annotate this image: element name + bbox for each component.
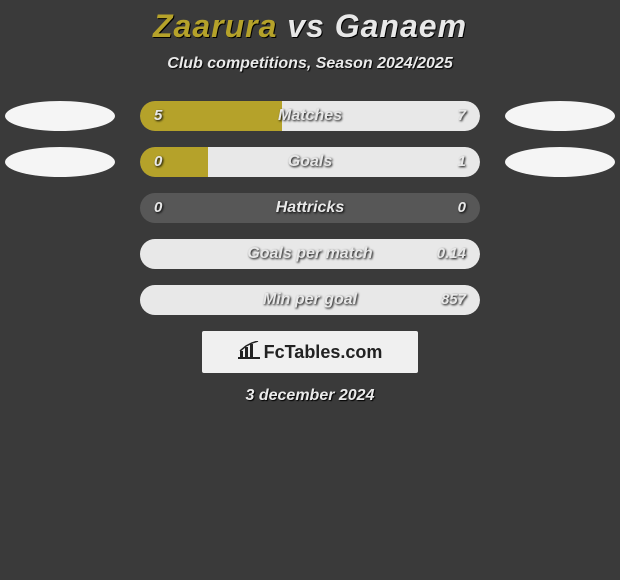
stat-bar: Hattricks0 0 [140, 193, 480, 223]
stat-bar: Goals01 [140, 147, 480, 177]
player2-avatar [505, 147, 615, 177]
date-label: 3 december 2024 [0, 387, 620, 405]
player1-fill [140, 147, 208, 177]
chart-icon [238, 341, 260, 364]
subtitle: Club competitions, Season 2024/2025 [0, 55, 620, 73]
stat-row: Hattricks0 0 [0, 193, 620, 223]
player2-fill [208, 147, 480, 177]
player2-fill [282, 101, 480, 131]
player1-avatar [5, 101, 115, 131]
player2-avatar [505, 101, 615, 131]
stat-bar: Matches57 [140, 101, 480, 131]
branding-badge[interactable]: FcTables.com [202, 331, 418, 373]
player1-fill [140, 101, 282, 131]
vs-label: vs [287, 8, 325, 44]
player2-name: Ganaem [335, 8, 467, 44]
stat-row: Goals per match0.14 [0, 239, 620, 269]
stat-bar: Goals per match0.14 [140, 239, 480, 269]
stat-row: Min per goal857 [0, 285, 620, 315]
page-title: Zaarura vs Ganaem [0, 8, 620, 45]
stat-bar: Min per goal857 [140, 285, 480, 315]
stats-rows: Matches57 Goals01 Hattricks0 0 Goals per mat… [0, 101, 620, 315]
player1-name: Zaarura [153, 8, 277, 44]
stat-row: Goals01 [0, 147, 620, 177]
player1-value: 0 [154, 193, 162, 223]
branding-text: FcTables.com [264, 342, 383, 363]
player1-avatar [5, 147, 115, 177]
player2-fill [140, 285, 480, 315]
player2-fill [140, 239, 480, 269]
stat-label: Hattricks [140, 193, 480, 223]
comparison-widget: Zaarura vs Ganaem Club competitions, Sea… [0, 0, 620, 580]
player2-value: 0 [458, 193, 466, 223]
stat-row: Matches57 [0, 101, 620, 131]
